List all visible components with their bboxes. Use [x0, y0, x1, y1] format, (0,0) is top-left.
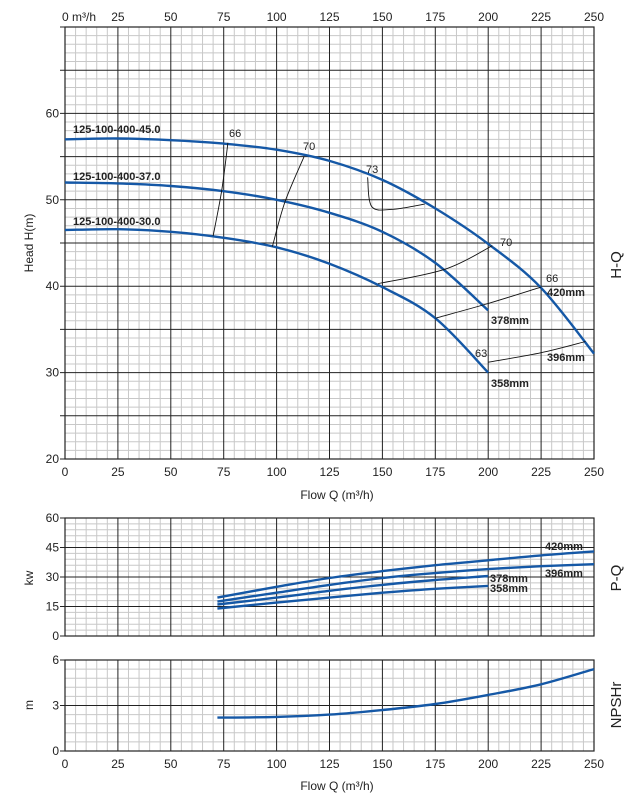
x-tick-label: 0 — [62, 465, 69, 479]
x-tick-label: 25 — [111, 465, 125, 479]
plot-frame — [64, 517, 595, 637]
top-tick-label: 250 — [584, 10, 604, 24]
x-tick-label: 125 — [319, 757, 339, 771]
power-curve-label: 378mm — [490, 573, 528, 585]
power-curve-label: 420mm — [545, 541, 583, 553]
efficiency-line — [488, 341, 586, 363]
x-tick-label: 75 — [217, 757, 231, 771]
efficiency-line — [212, 142, 229, 237]
x-tick-label: 125 — [319, 465, 339, 479]
efficiency-line — [271, 156, 305, 247]
curve-396mm — [217, 563, 595, 603]
x-tick-label: 175 — [425, 465, 445, 479]
y-tick-label: 6 — [52, 653, 59, 667]
y-tick-label: 60 — [46, 106, 60, 120]
panel-p-q — [60, 517, 595, 637]
y-tick-label: 50 — [46, 193, 60, 207]
x-tick-label: 250 — [584, 757, 604, 771]
efficiency-label: 66 — [229, 128, 241, 140]
x-tick-label: 150 — [372, 465, 392, 479]
efficiency-label: 70 — [500, 237, 512, 249]
top-tick-label: 225 — [531, 10, 551, 24]
x-tick-label: 100 — [267, 757, 287, 771]
x-tick-label: 50 — [164, 465, 178, 479]
x-tick-label: 75 — [217, 465, 231, 479]
y-tick-label: 20 — [46, 452, 60, 466]
y-tick-label: 60 — [46, 511, 60, 525]
curve-npshr — [217, 667, 595, 719]
efficiency-label: 70 — [303, 141, 315, 153]
y-tick-label: 30 — [46, 570, 60, 584]
top-tick-label: 100 — [267, 10, 287, 24]
top-tick-label: 25 — [111, 10, 125, 24]
curve-378mm — [217, 574, 489, 606]
model-label: 125-100-400-45.0 — [73, 124, 160, 136]
panel-npshr — [60, 659, 595, 752]
x-tick-label: 150 — [372, 757, 392, 771]
x-tick-label: 50 — [164, 757, 178, 771]
top-tick-label: 50 — [164, 10, 178, 24]
x-tick-label: 200 — [478, 757, 498, 771]
y-tick-label: 30 — [46, 366, 60, 380]
y-tick-label: 3 — [52, 699, 59, 713]
diameter-label: 420mm — [547, 287, 585, 299]
model-label: 125-100-400-30.0 — [73, 216, 160, 228]
panel-h-q — [60, 26, 595, 460]
x-tick-label: 175 — [425, 757, 445, 771]
y-tick-label: 0 — [52, 744, 59, 758]
x-axis-title: Flow Q (m³/h) — [300, 779, 373, 793]
top-tick-label: 125 — [319, 10, 339, 24]
curve-125-100-400-30-0 — [64, 227, 490, 374]
top-tick-label: 75 — [217, 10, 231, 24]
top-tick-label: 150 — [372, 10, 392, 24]
y-axis-title: Head H(m) — [22, 214, 36, 273]
curve-125-100-400-45-0 — [64, 137, 595, 355]
top-unit-label: 0 m³/h — [62, 10, 96, 24]
curve-125-100-400-37-0 — [64, 181, 490, 312]
plot-frame — [64, 26, 595, 460]
efficiency-label: 73 — [366, 164, 378, 176]
y-tick-label: 15 — [46, 600, 60, 614]
x-tick-label: 100 — [267, 465, 287, 479]
x-tick-label: 250 — [584, 465, 604, 479]
top-tick-label: 200 — [478, 10, 498, 24]
side-title-hq: H-Q — [608, 251, 625, 279]
efficiency-line — [367, 177, 425, 211]
power-curve-label: 358mm — [490, 583, 528, 595]
x-tick-label: 225 — [531, 757, 551, 771]
side-title-pq: P-Q — [608, 565, 625, 592]
x-axis-title: Flow Q (m³/h) — [300, 488, 373, 502]
efficiency-line — [378, 245, 493, 285]
side-title-npshr: NPSHr — [608, 682, 625, 729]
curve-358mm — [217, 584, 489, 610]
top-tick-label: 175 — [425, 10, 445, 24]
y-axis-title: kw — [22, 570, 36, 585]
efficiency-line — [435, 286, 542, 319]
y-tick-label: 0 — [52, 629, 59, 643]
x-tick-label: 25 — [111, 757, 125, 771]
y-axis-title: m — [22, 700, 36, 710]
model-label: 125-100-400-37.0 — [73, 171, 160, 183]
x-tick-label: 200 — [478, 465, 498, 479]
power-curve-label: 396mm — [545, 568, 583, 580]
y-tick-label: 40 — [46, 279, 60, 293]
x-tick-label: 225 — [531, 465, 551, 479]
y-tick-label: 45 — [46, 541, 60, 555]
efficiency-label: 63 — [475, 348, 487, 360]
diameter-label: 396mm — [547, 352, 585, 364]
curve-420mm — [217, 550, 595, 599]
plot-frame — [64, 659, 595, 752]
efficiency-label: 66 — [546, 273, 558, 285]
diameter-label: 378mm — [491, 315, 529, 327]
diameter-label: 358mm — [491, 378, 529, 390]
x-tick-label: 0 — [62, 757, 69, 771]
